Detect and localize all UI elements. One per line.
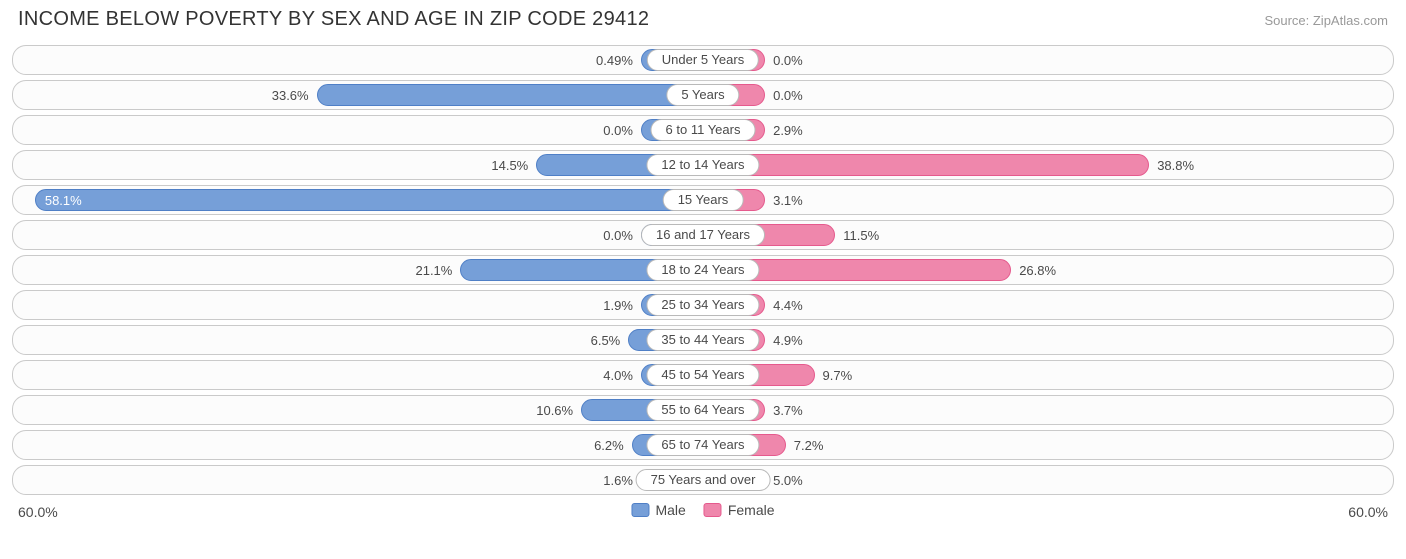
- data-row: 0.0% 11.5% 16 and 17 Years: [12, 220, 1394, 250]
- data-row: 6.5% 4.9% 35 to 44 Years: [12, 325, 1394, 355]
- category-label: 18 to 24 Years: [646, 259, 759, 281]
- category-label: 75 Years and over: [636, 469, 771, 491]
- data-row: 0.0% 2.9% 6 to 11 Years: [12, 115, 1394, 145]
- female-bar: [703, 154, 1149, 176]
- category-label: 12 to 14 Years: [646, 154, 759, 176]
- male-value-label: 14.5%: [491, 151, 536, 179]
- male-value-label: 0.0%: [603, 221, 641, 249]
- male-value-label: 6.5%: [591, 326, 629, 354]
- category-label: Under 5 Years: [647, 49, 759, 71]
- female-value-label: 38.8%: [1149, 151, 1194, 179]
- female-value-label: 2.9%: [765, 116, 803, 144]
- axis-max-left: 60.0%: [18, 504, 58, 520]
- data-row: 10.6% 3.7% 55 to 64 Years: [12, 395, 1394, 425]
- data-row: 58.1% 3.1% 15 Years: [12, 185, 1394, 215]
- data-row: 6.2% 7.2% 65 to 74 Years: [12, 430, 1394, 460]
- legend-item-female: Female: [704, 502, 775, 518]
- female-value-label: 0.0%: [765, 46, 803, 74]
- female-value-label: 3.1%: [765, 186, 803, 214]
- male-value-label: 33.6%: [272, 81, 317, 109]
- category-label: 55 to 64 Years: [646, 399, 759, 421]
- chart-title: INCOME BELOW POVERTY BY SEX AND AGE IN Z…: [18, 8, 649, 31]
- category-label: 25 to 34 Years: [646, 294, 759, 316]
- female-value-label: 11.5%: [835, 221, 879, 249]
- female-value-label: 4.4%: [765, 291, 803, 319]
- category-label: 35 to 44 Years: [646, 329, 759, 351]
- category-label: 16 and 17 Years: [641, 224, 765, 246]
- legend-label-male: Male: [655, 502, 685, 518]
- female-swatch-icon: [704, 503, 722, 517]
- female-value-label: 26.8%: [1011, 256, 1056, 284]
- data-row: 14.5% 38.8% 12 to 14 Years: [12, 150, 1394, 180]
- data-row: 1.9% 4.4% 25 to 34 Years: [12, 290, 1394, 320]
- female-value-label: 7.2%: [786, 431, 824, 459]
- data-row: 4.0% 9.7% 45 to 54 Years: [12, 360, 1394, 390]
- female-value-label: 4.9%: [765, 326, 803, 354]
- male-value-label: 21.1%: [415, 256, 460, 284]
- category-label: 6 to 11 Years: [651, 119, 756, 141]
- category-label: 65 to 74 Years: [646, 434, 759, 456]
- axis-row: 60.0% Male Female 60.0%: [0, 500, 1406, 530]
- male-value-label: 0.0%: [603, 116, 641, 144]
- category-label: 45 to 54 Years: [646, 364, 759, 386]
- category-label: 5 Years: [666, 84, 739, 106]
- chart-header: INCOME BELOW POVERTY BY SEX AND AGE IN Z…: [0, 0, 1406, 41]
- legend-item-male: Male: [631, 502, 685, 518]
- male-value-label: 6.2%: [594, 431, 632, 459]
- axis-max-right: 60.0%: [1348, 504, 1388, 520]
- male-bar: [317, 84, 703, 106]
- legend-label-female: Female: [728, 502, 775, 518]
- female-value-label: 3.7%: [765, 396, 803, 424]
- female-value-label: 5.0%: [765, 466, 803, 494]
- data-row: 33.6% 0.0% 5 Years: [12, 80, 1394, 110]
- category-label: 15 Years: [663, 189, 744, 211]
- male-value-label: 10.6%: [536, 396, 581, 424]
- male-value-label: 58.1%: [35, 186, 82, 214]
- data-row: 0.49% 0.0% Under 5 Years: [12, 45, 1394, 75]
- male-value-label: 4.0%: [603, 361, 641, 389]
- data-row: 21.1% 26.8% 18 to 24 Years: [12, 255, 1394, 285]
- legend: Male Female: [631, 502, 774, 518]
- chart-area: 0.49% 0.0% Under 5 Years 33.6% 0.0% 5 Years 0.…: [0, 41, 1406, 495]
- female-value-label: 0.0%: [765, 81, 803, 109]
- male-swatch-icon: [631, 503, 649, 517]
- female-value-label: 9.7%: [815, 361, 853, 389]
- data-row: 1.6%5.0%75 Years and over: [12, 465, 1394, 495]
- male-value-label: 1.9%: [603, 291, 641, 319]
- male-bar: [35, 189, 703, 211]
- male-value-label: 0.49%: [596, 46, 641, 74]
- chart-source: Source: ZipAtlas.com: [1264, 13, 1388, 28]
